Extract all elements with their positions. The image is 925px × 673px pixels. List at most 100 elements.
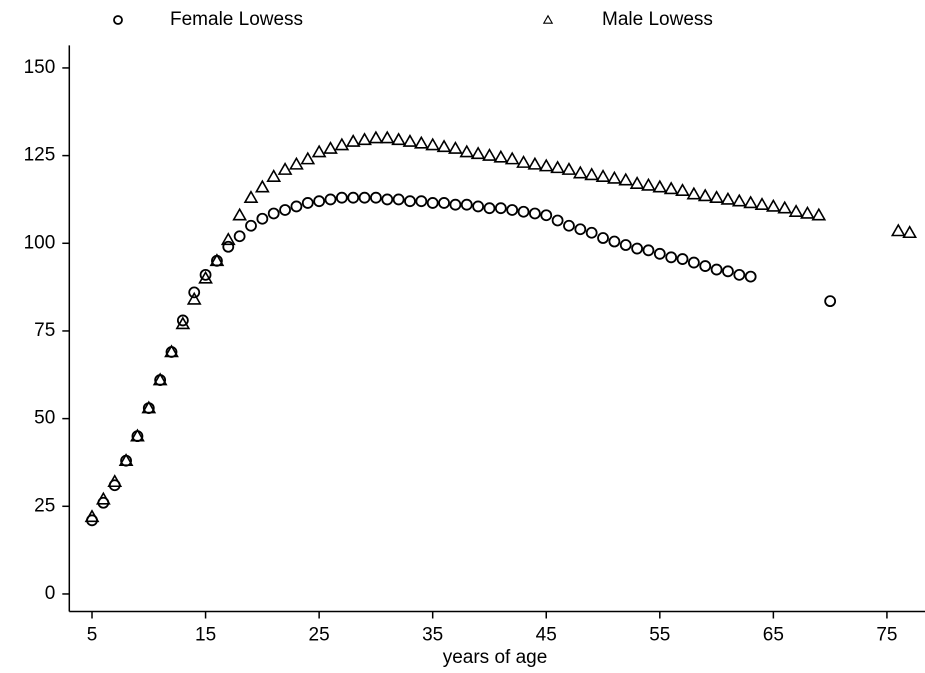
triangle-marker xyxy=(470,146,486,160)
triangle-marker xyxy=(652,179,668,193)
triangle-marker xyxy=(164,344,179,358)
circle-marker xyxy=(506,204,519,216)
circle-marker xyxy=(370,191,382,204)
triangle-marker xyxy=(277,162,293,175)
triangle-marker xyxy=(709,190,724,203)
triangle-marker xyxy=(504,151,520,165)
triangle-marker xyxy=(379,130,395,144)
x-axis-label: years of age xyxy=(443,647,548,668)
circle-marker xyxy=(528,207,541,220)
circle-marker xyxy=(381,193,394,206)
x-tick-label: 75 xyxy=(876,625,897,646)
triangle-marker xyxy=(697,188,713,202)
circle-marker xyxy=(540,209,553,222)
circle-marker xyxy=(233,230,246,243)
circle-marker xyxy=(426,197,439,209)
triangle-marker xyxy=(289,156,304,170)
circle-marker xyxy=(574,223,587,236)
circle-marker xyxy=(653,247,666,260)
circle-marker xyxy=(267,207,280,220)
circle-marker xyxy=(733,268,746,281)
triangle-marker xyxy=(209,253,225,267)
legend-marker xyxy=(113,15,123,25)
triangle-marker xyxy=(220,232,236,246)
triangle-marker xyxy=(368,130,384,144)
circle-marker xyxy=(744,270,757,283)
triangle-marker xyxy=(232,207,248,221)
circle-marker xyxy=(699,260,712,272)
circle-marker xyxy=(313,195,326,208)
circle-marker xyxy=(347,191,360,204)
triangle-marker xyxy=(538,158,554,172)
triangle-marker xyxy=(186,291,202,305)
legend-marker xyxy=(542,14,554,24)
x-tick-label: 35 xyxy=(422,625,443,646)
triangle-marker xyxy=(618,172,634,186)
circle-marker xyxy=(824,295,837,308)
triangle-marker xyxy=(402,133,418,147)
y-tick-label: 25 xyxy=(34,495,55,516)
x-tick-label: 65 xyxy=(763,625,784,646)
circle-marker xyxy=(392,193,405,206)
circle-marker xyxy=(642,244,655,257)
circle-marker xyxy=(404,195,416,208)
circle-marker xyxy=(176,314,189,327)
triangle-marker xyxy=(800,205,815,219)
triangle-marker xyxy=(448,140,463,154)
y-tick-label: 150 xyxy=(24,57,56,78)
triangle-marker xyxy=(459,144,475,158)
circle-marker xyxy=(324,193,337,206)
triangle-marker xyxy=(743,195,759,209)
x-tick-label: 55 xyxy=(649,625,670,646)
triangle-marker xyxy=(493,149,509,163)
circle-marker xyxy=(722,265,734,278)
circle-marker xyxy=(460,198,473,211)
triangle-marker xyxy=(754,197,770,211)
triangle-marker xyxy=(311,144,327,158)
triangle-marker xyxy=(572,165,588,179)
circle-marker xyxy=(665,251,678,264)
triangle-marker xyxy=(425,137,441,151)
triangle-marker xyxy=(357,132,372,146)
circle-marker xyxy=(608,235,621,248)
triangle-marker xyxy=(516,155,531,168)
circle-marker xyxy=(358,191,371,204)
triangle-marker xyxy=(345,133,361,147)
triangle-marker xyxy=(300,151,316,165)
circle-marker xyxy=(619,239,632,251)
triangle-marker xyxy=(391,132,407,146)
circle-marker xyxy=(472,200,485,213)
circle-marker xyxy=(551,214,564,227)
triangle-marker xyxy=(663,181,679,195)
circle-marker xyxy=(438,197,450,209)
y-tick-label: 50 xyxy=(34,408,55,429)
circle-marker xyxy=(335,191,348,204)
triangle-marker xyxy=(777,200,793,214)
triangle-marker xyxy=(323,140,338,154)
triangle-marker xyxy=(175,316,191,330)
triangle-marker xyxy=(152,372,168,386)
triangle-marker xyxy=(584,167,600,181)
triangle-marker xyxy=(811,207,827,221)
circle-marker xyxy=(449,198,462,211)
triangle-marker xyxy=(527,156,543,170)
circle-marker xyxy=(199,268,212,281)
y-tick-label: 0 xyxy=(45,583,56,604)
triangle-marker xyxy=(561,162,577,175)
x-tick-label: 15 xyxy=(195,625,216,646)
circle-marker xyxy=(676,253,689,265)
triangle-marker xyxy=(436,139,452,153)
triangle-marker xyxy=(765,198,781,212)
circle-marker xyxy=(301,197,314,209)
circle-marker xyxy=(245,219,257,232)
circle-marker xyxy=(279,204,291,216)
circle-marker xyxy=(188,286,201,299)
circle-marker xyxy=(222,240,235,253)
triangle-marker xyxy=(334,137,350,151)
y-tick-label: 100 xyxy=(24,232,56,253)
legend-label: Female Lowess xyxy=(170,9,303,30)
circle-marker xyxy=(597,232,609,244)
circle-marker xyxy=(483,202,496,215)
triangle-marker xyxy=(266,169,282,182)
